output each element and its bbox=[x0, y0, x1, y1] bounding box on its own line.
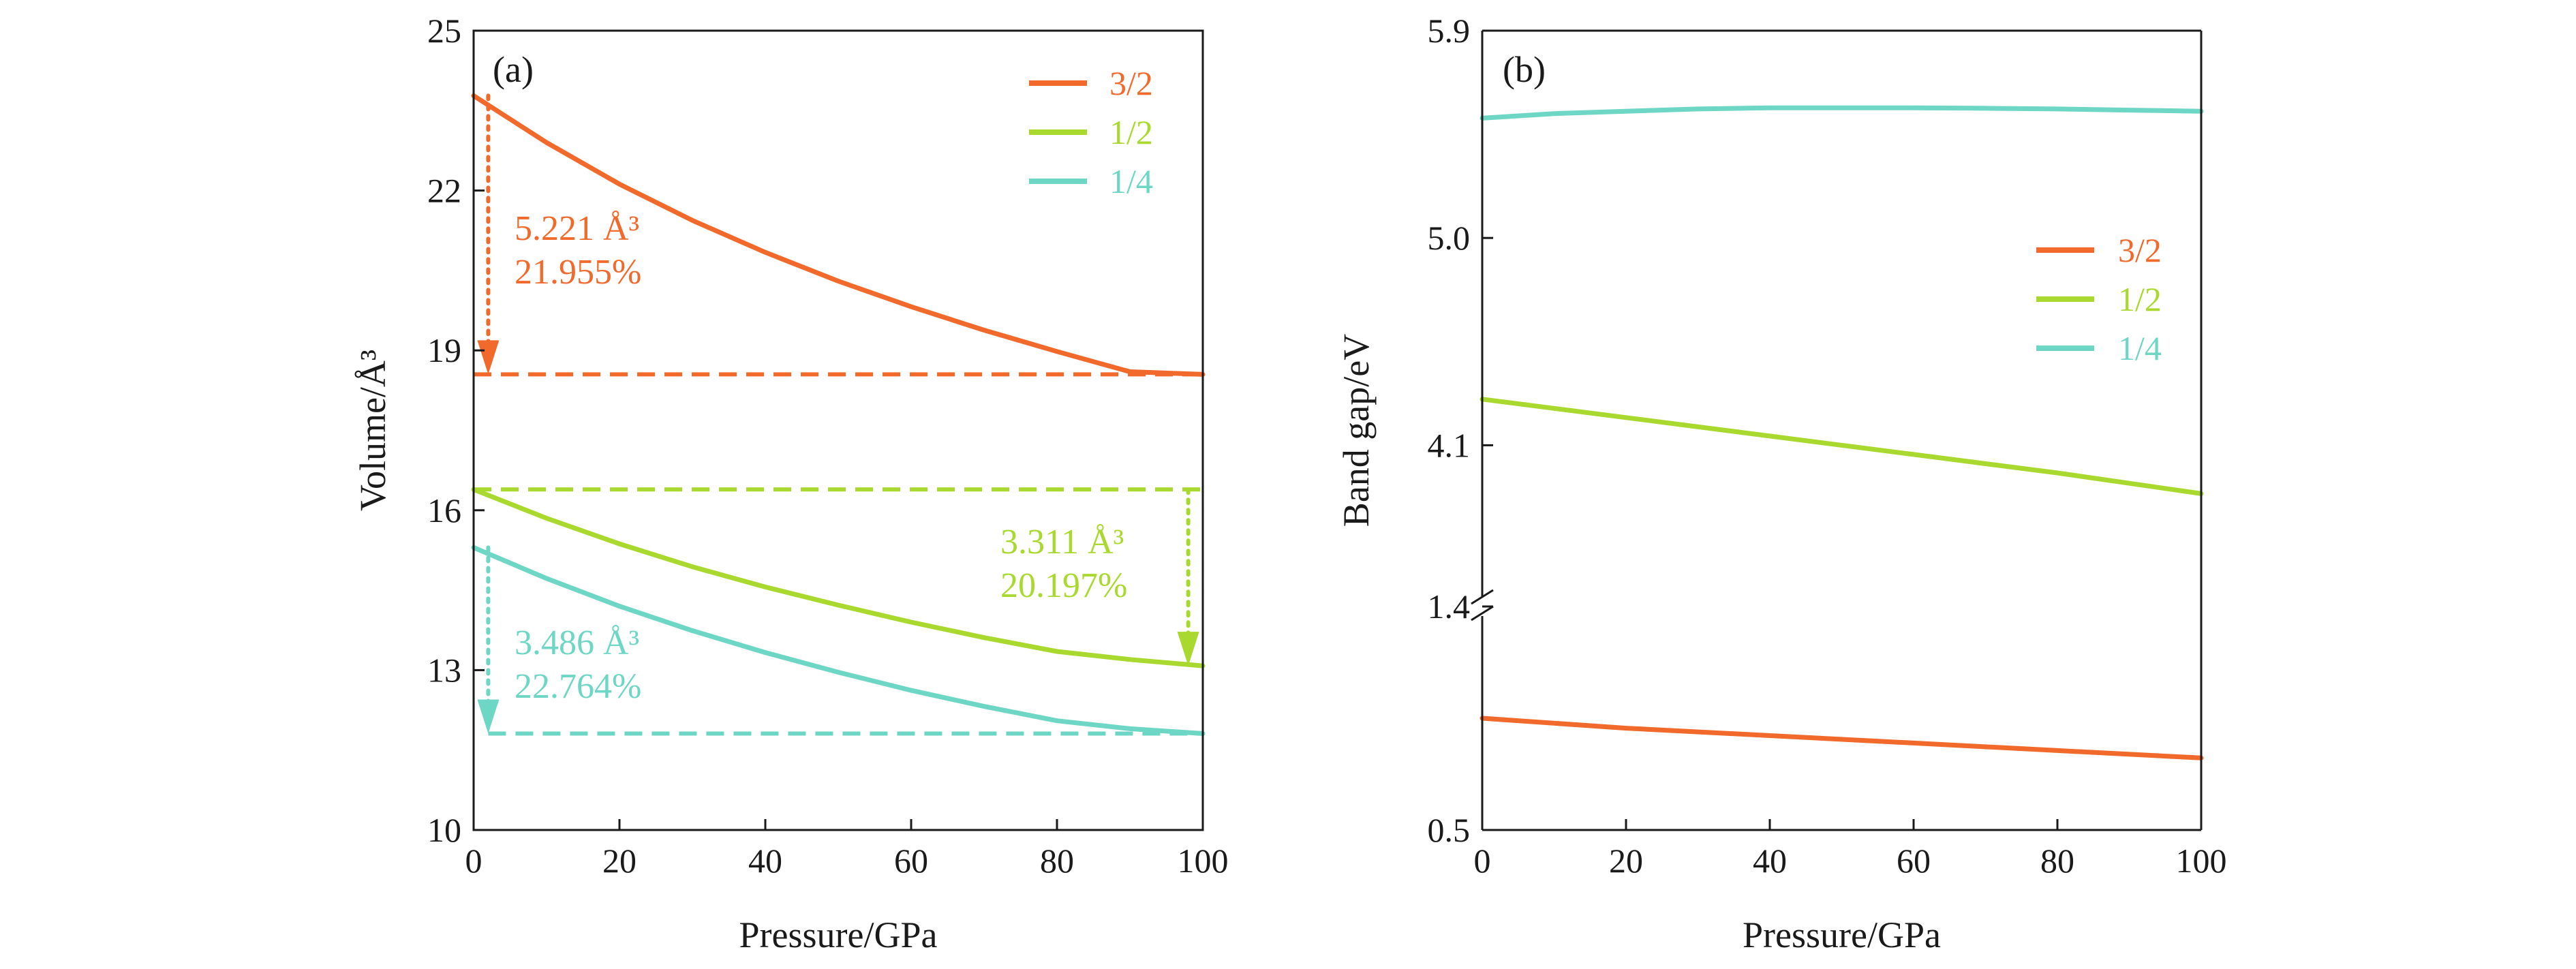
annotation-label: 22.764% bbox=[515, 667, 641, 706]
x-tick-label: 80 bbox=[1040, 842, 1074, 880]
series-line-1-4 bbox=[471, 545, 1206, 736]
y-axis-title: Band gap/eV bbox=[1336, 334, 1377, 527]
annotation-label: 20.197% bbox=[1000, 566, 1127, 605]
y-tick-label: 1.4 bbox=[1428, 587, 1471, 626]
annotation-label: 3.486 Å³ bbox=[515, 624, 639, 662]
y-tick-label: 22 bbox=[427, 172, 461, 210]
y-tick-label: 5.0 bbox=[1428, 219, 1471, 257]
panel-label: (b) bbox=[1503, 49, 1546, 90]
panel-label: (a) bbox=[493, 49, 534, 90]
y-axis-title: Volume/Å³ bbox=[352, 350, 393, 511]
legend-label-1-4: 1/4 bbox=[1109, 162, 1153, 200]
legend-label-1-4: 1/4 bbox=[2118, 329, 2162, 367]
series-line-3-2 bbox=[1479, 716, 2204, 760]
series-line-1-2 bbox=[471, 487, 1206, 668]
x-tick-label: 100 bbox=[1178, 842, 1229, 880]
y-tick-label: 19 bbox=[427, 331, 461, 369]
x-tick-label: 80 bbox=[2040, 842, 2074, 880]
y-tick-label: 13 bbox=[427, 651, 461, 689]
x-tick-label: 40 bbox=[748, 842, 782, 880]
x-tick-label: 0 bbox=[1474, 842, 1491, 880]
panel-b: 0.5 1.4 4.1 5.0 5.9 0 20 40 60 80 100 Pressure/GPa B… bbox=[1336, 12, 2227, 955]
series-line-1-4 bbox=[1479, 105, 2204, 121]
x-tick-label: 60 bbox=[894, 842, 928, 880]
drop-arrow-head bbox=[477, 699, 500, 734]
annotation-label: 21.955% bbox=[515, 253, 641, 292]
x-tick-label: 20 bbox=[1609, 842, 1643, 880]
x-tick-label: 40 bbox=[1753, 842, 1787, 880]
annotation-label: 3.311 Å³ bbox=[1000, 523, 1124, 562]
legend-label-1-2: 1/2 bbox=[2118, 280, 2162, 318]
y-tick-label: 4.1 bbox=[1428, 426, 1471, 464]
annotation-label: 5.221 Å³ bbox=[515, 209, 639, 248]
y-tick-label: 10 bbox=[427, 811, 461, 849]
x-axis-title: Pressure/GPa bbox=[1743, 914, 1941, 955]
x-axis-title: Pressure/GPa bbox=[739, 914, 938, 955]
series-line-3-2 bbox=[471, 93, 1206, 377]
drop-arrow-head bbox=[1177, 632, 1199, 666]
series-line-1-2 bbox=[1479, 397, 2204, 496]
legend-label-1-2: 1/2 bbox=[1109, 113, 1153, 151]
axis-break-mark bbox=[1471, 605, 1494, 621]
x-tick-label: 20 bbox=[602, 842, 637, 880]
y-tick-label: 0.5 bbox=[1428, 811, 1471, 849]
axis-break-mark bbox=[1471, 589, 1494, 605]
x-tick-label: 0 bbox=[465, 842, 482, 880]
y-tick-label: 16 bbox=[427, 491, 461, 529]
plot-frame bbox=[472, 29, 1204, 831]
panel-a: 5.221 Å³ 21.955% 3.311 Å³ 20.197% 3.486 Å³ 22… bbox=[352, 12, 1229, 955]
x-tick-label: 100 bbox=[2176, 842, 2227, 880]
legend-label-3-2: 3/2 bbox=[2118, 231, 2162, 269]
drop-arrow-head bbox=[477, 340, 500, 375]
y-tick-label: 25 bbox=[427, 12, 461, 50]
y-tick-label: 5.9 bbox=[1428, 12, 1471, 50]
x-tick-label: 60 bbox=[1897, 842, 1931, 880]
legend-label-3-2: 3/2 bbox=[1109, 64, 1153, 102]
